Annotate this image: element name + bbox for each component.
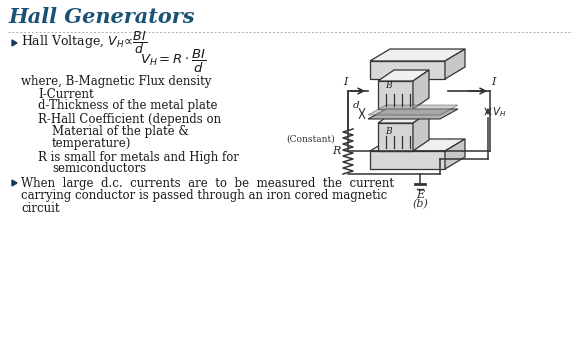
Polygon shape — [368, 105, 458, 115]
Polygon shape — [378, 70, 429, 81]
Text: R is small for metals and High for: R is small for metals and High for — [38, 150, 239, 163]
Polygon shape — [370, 61, 445, 79]
Text: When  large  d.c.  currents  are  to  be  measured  the  current: When large d.c. currents are to be measu… — [21, 177, 394, 190]
Text: where, B-Magnetic Flux density: where, B-Magnetic Flux density — [21, 75, 211, 88]
Polygon shape — [445, 49, 465, 79]
Polygon shape — [12, 40, 17, 46]
Polygon shape — [370, 139, 465, 151]
Text: B: B — [385, 127, 392, 136]
Polygon shape — [378, 81, 413, 109]
Text: E: E — [416, 190, 424, 200]
Polygon shape — [445, 139, 465, 169]
Text: R-Hall Coefficient (depends on: R-Hall Coefficient (depends on — [38, 113, 221, 126]
Text: $V_H = R\cdot\dfrac{BI}{d}$: $V_H = R\cdot\dfrac{BI}{d}$ — [140, 47, 206, 75]
Text: d-Thickness of the metal plate: d-Thickness of the metal plate — [38, 99, 218, 112]
Polygon shape — [12, 180, 17, 186]
Text: circuit: circuit — [21, 202, 60, 215]
Text: d: d — [353, 101, 359, 109]
Text: carrying conductor is passed through an iron cored magnetic: carrying conductor is passed through an … — [21, 190, 387, 202]
Text: R: R — [332, 146, 341, 156]
Polygon shape — [370, 151, 445, 169]
Polygon shape — [413, 70, 429, 109]
Polygon shape — [370, 49, 465, 61]
Polygon shape — [378, 123, 413, 151]
Polygon shape — [413, 112, 429, 151]
Polygon shape — [378, 112, 429, 123]
Text: Material of the plate &: Material of the plate & — [52, 126, 189, 139]
Polygon shape — [368, 109, 458, 119]
Text: $V_H$: $V_H$ — [492, 105, 506, 119]
Text: Hall Voltage, $V_H\!\propto\!\dfrac{BI}{d}$: Hall Voltage, $V_H\!\propto\!\dfrac{BI}{… — [21, 29, 147, 56]
Text: (Constant): (Constant) — [287, 135, 335, 144]
Text: I-Current: I-Current — [38, 88, 93, 101]
Text: (b): (b) — [412, 199, 428, 209]
Text: I: I — [343, 77, 347, 87]
Text: Hall Generators: Hall Generators — [8, 7, 194, 27]
Text: temperature): temperature) — [52, 137, 132, 150]
Text: B: B — [385, 81, 392, 90]
Text: I: I — [491, 77, 495, 87]
Text: semiconductors: semiconductors — [52, 163, 146, 176]
